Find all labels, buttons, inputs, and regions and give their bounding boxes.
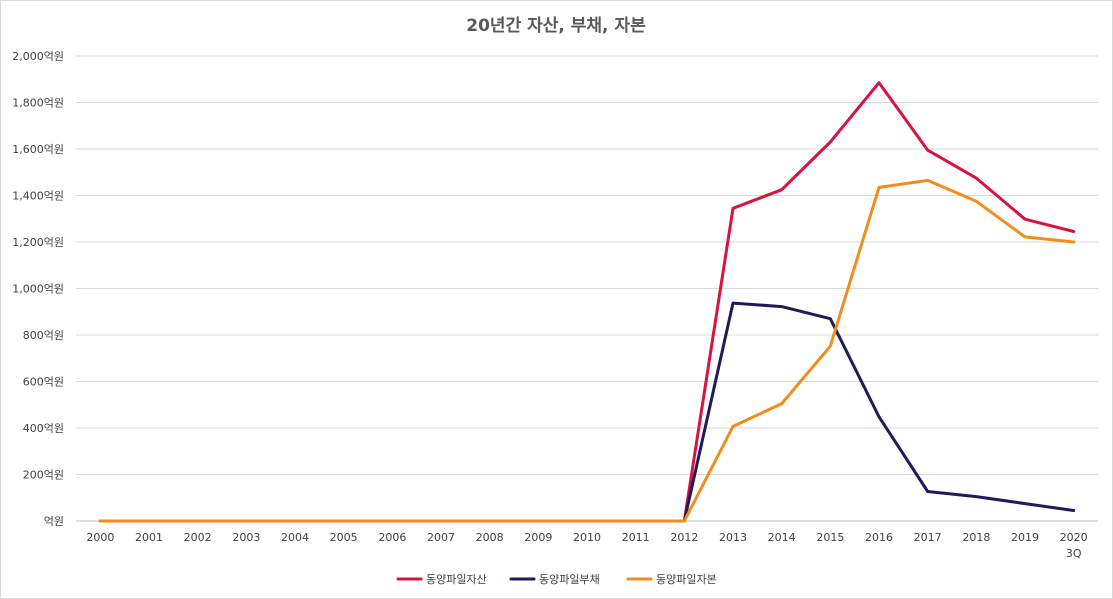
x-tick-label: 2012: [670, 531, 698, 544]
x-tick-label: 2007: [427, 531, 455, 544]
x-tick-label: 2013: [719, 531, 747, 544]
series-lines: [98, 81, 1076, 523]
chart-title: 20년간 자산, 부채, 자본: [466, 16, 646, 36]
x-tick-label: 2010: [573, 531, 601, 544]
y-tick-label: 200억원: [23, 469, 64, 482]
x-axis-tick-labels: 2000 2001 2002 2003 2004 2005 2006 2007 2008 2009…: [86, 531, 1087, 560]
x-tick-label: 2003: [232, 531, 260, 544]
x-tick-label: 2001: [135, 531, 163, 544]
legend-label: 동양파일자산: [426, 572, 487, 586]
legend: 동양파일자산 동양파일부채 동양파일자본: [396, 572, 717, 586]
x-tick-label: 2008: [476, 531, 504, 544]
series-line-3: [98, 178, 1076, 523]
gridlines: [76, 55, 1098, 522]
legend-label: 동양파일부채: [539, 572, 600, 586]
x-tick-label: 2018: [962, 531, 990, 544]
y-tick-label: 1,800억원: [12, 97, 64, 110]
y-tick-label: 1,000억원: [12, 283, 64, 296]
x-tick-label: 2000: [86, 531, 114, 544]
series-line-1: [98, 81, 1076, 523]
legend-label: 동양파일자본: [656, 572, 717, 586]
x-tick-label: 2016: [865, 531, 893, 544]
series-line-2: [98, 301, 1076, 523]
x-tick-label: 2006: [378, 531, 406, 544]
y-tick-label: 2,000억원: [12, 50, 64, 63]
y-tick-label: 1,600억원: [12, 143, 64, 156]
y-tick-label: 600억원: [23, 376, 64, 389]
x-tick-label: 2005: [330, 531, 358, 544]
y-axis-tick-labels: 억원 200억원 400억원 600억원 800억원 1,000억원 1,200억원 1,40…: [12, 50, 64, 528]
x-tick-label: 2004: [281, 531, 309, 544]
x-tick-label: 2002: [184, 531, 212, 544]
x-tick-label: 2020 3Q: [1060, 531, 1088, 560]
y-tick-label: 1,200억원: [12, 236, 64, 249]
x-tick-label: 2019: [1011, 531, 1039, 544]
y-tick-label: 1,400억원: [12, 190, 64, 203]
x-tick-label: 2017: [914, 531, 942, 544]
x-tick-label: 2011: [622, 531, 650, 544]
x-tick-label: 2015: [816, 531, 844, 544]
x-tick-label: 2009: [524, 531, 552, 544]
y-tick-label: 800억원: [23, 329, 64, 342]
y-tick-label: 400억원: [23, 422, 64, 435]
x-tick-label: 2014: [768, 531, 796, 544]
y-tick-label: 억원: [44, 515, 64, 528]
